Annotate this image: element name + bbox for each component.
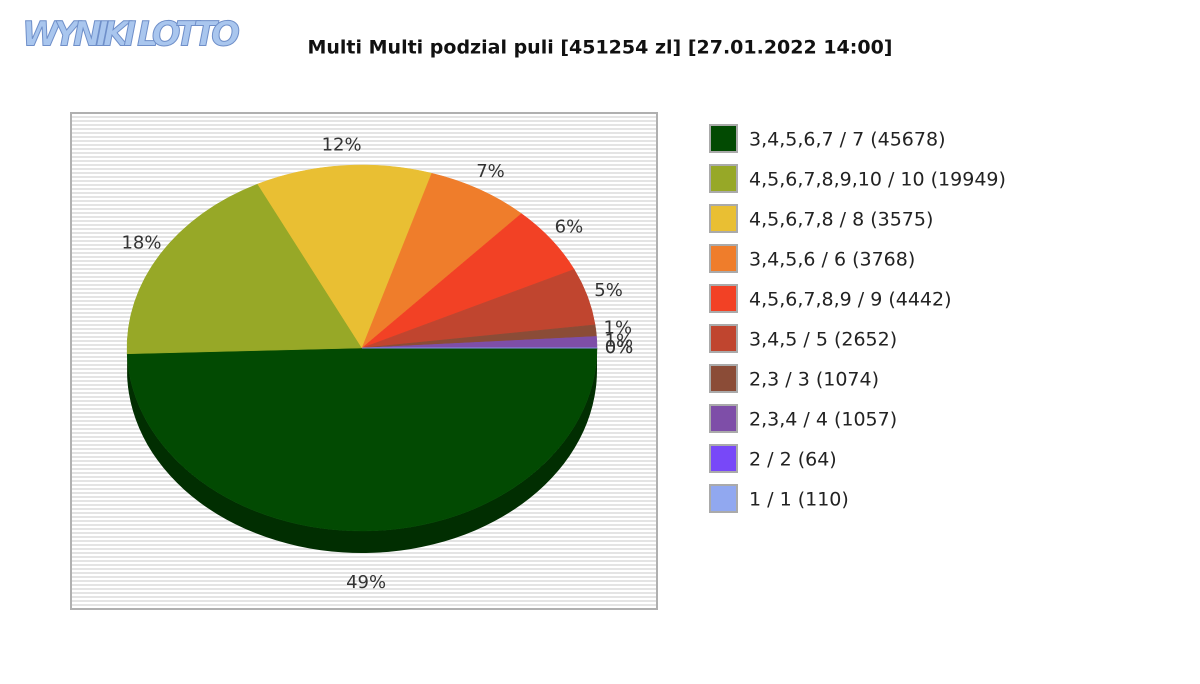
legend-swatch (710, 485, 737, 512)
legend-swatch (710, 125, 737, 152)
data-label: 18% (121, 233, 161, 254)
legend-label: 2,3 / 3 (1074) (749, 369, 879, 391)
legend-swatch (710, 445, 737, 472)
legend-swatch (710, 325, 737, 352)
data-label: 5% (594, 280, 623, 301)
chart-title: Multi Multi podzial puli [451254 zl] [27… (307, 37, 892, 59)
legend-label: 3,4,5,6 / 6 (3768) (749, 249, 915, 271)
legend-label: 2 / 2 (64) (749, 449, 837, 471)
legend-label: 3,4,5 / 5 (2652) (749, 329, 897, 351)
legend-label: 3,4,5,6,7 / 7 (45678) (749, 129, 945, 151)
legend-label: 4,5,6,7,8,9 / 9 (4442) (749, 289, 952, 311)
legend-label: 4,5,6,7,8 / 8 (3575) (749, 209, 933, 231)
legend-swatch (710, 285, 737, 312)
legend-swatch (710, 405, 737, 432)
legend-swatch (710, 365, 737, 392)
legend-swatch (710, 245, 737, 272)
data-label: 6% (555, 217, 584, 238)
data-label: 7% (476, 161, 505, 182)
legend-label: 2,3,4 / 4 (1057) (749, 409, 897, 431)
legend-swatch (710, 205, 737, 232)
data-label: 12% (322, 135, 362, 156)
data-label: 0% (605, 337, 634, 358)
legend-label: 1 / 1 (110) (749, 489, 849, 511)
logo: WYNIKI LOTTO (22, 15, 240, 55)
legend-swatch (710, 165, 737, 192)
data-label: 49% (346, 572, 386, 593)
legend-label: 4,5,6,7,8,9,10 / 10 (19949) (749, 169, 1006, 191)
legend: 3,4,5,6,7 / 7 (45678) 4,5,6,7,8,9,10 / 10… (710, 125, 1006, 512)
